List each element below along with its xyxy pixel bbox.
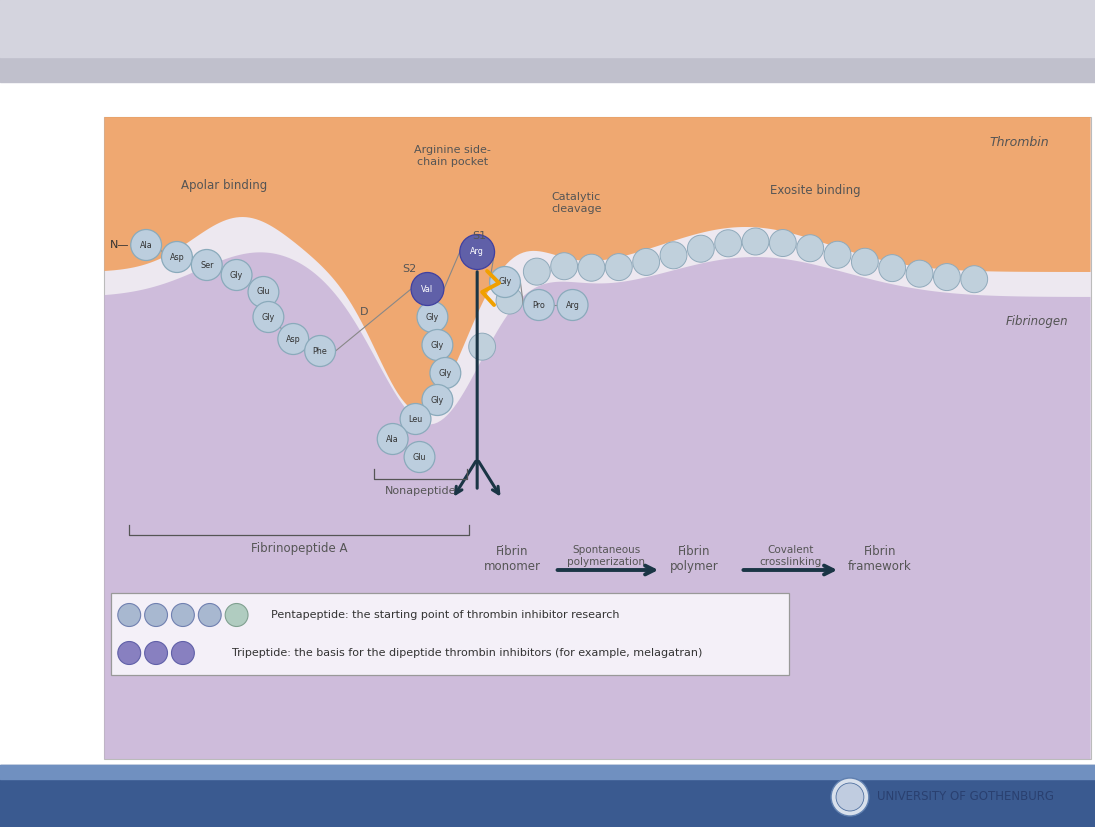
Text: Gly: Gly — [431, 395, 444, 404]
Text: Gly: Gly — [498, 278, 511, 286]
Circle shape — [831, 778, 868, 816]
Circle shape — [118, 604, 141, 627]
Text: Phe: Phe — [313, 347, 327, 356]
Text: Fibrin
polymer: Fibrin polymer — [670, 545, 719, 573]
Circle shape — [222, 260, 252, 290]
Circle shape — [558, 289, 588, 321]
Circle shape — [144, 642, 168, 665]
Polygon shape — [105, 117, 1091, 411]
Text: Fibrinogen: Fibrinogen — [1006, 315, 1069, 328]
Text: Gly: Gly — [230, 270, 244, 280]
Text: Pentapeptide: the starting point of thrombin inhibitor research: Pentapeptide: the starting point of thro… — [271, 610, 620, 620]
Circle shape — [400, 404, 431, 434]
Text: Glu: Glu — [413, 452, 426, 461]
Polygon shape — [105, 252, 1091, 759]
Text: Apolar binding: Apolar binding — [181, 179, 267, 192]
Text: Gly: Gly — [431, 341, 444, 350]
Circle shape — [933, 264, 960, 290]
Text: Asp: Asp — [285, 334, 301, 343]
Bar — [0, 765, 1095, 827]
Circle shape — [417, 302, 447, 332]
Circle shape — [551, 253, 577, 280]
Circle shape — [404, 442, 435, 472]
Circle shape — [660, 241, 687, 269]
Circle shape — [198, 604, 222, 627]
Text: S1: S1 — [472, 231, 486, 241]
Text: Fibrin
framework: Fibrin framework — [847, 545, 911, 573]
Text: N—: N— — [110, 240, 129, 250]
Text: Arginine side-
chain pocket: Arginine side- chain pocket — [414, 145, 490, 167]
FancyBboxPatch shape — [111, 593, 789, 675]
Circle shape — [172, 604, 194, 627]
Circle shape — [144, 604, 168, 627]
Circle shape — [430, 357, 461, 389]
Text: S2: S2 — [402, 264, 417, 274]
Text: Pro: Pro — [532, 300, 545, 309]
Text: D: D — [360, 307, 368, 317]
Circle shape — [411, 273, 444, 305]
Text: Nonapeptide: Nonapeptide — [385, 486, 456, 496]
Text: Val: Val — [421, 284, 433, 294]
Text: Gly: Gly — [425, 313, 439, 322]
Text: Fibrinopeptide A: Fibrinopeptide A — [251, 542, 347, 555]
Bar — [105, 117, 1091, 759]
Text: Asp: Asp — [170, 252, 184, 261]
Bar — [0, 0, 1095, 82]
Circle shape — [605, 254, 633, 280]
Circle shape — [633, 248, 660, 275]
Circle shape — [489, 266, 520, 298]
Circle shape — [824, 241, 851, 268]
Text: Ser: Ser — [201, 261, 214, 270]
Text: Fibrin
monomer: Fibrin monomer — [484, 545, 540, 573]
Circle shape — [422, 329, 453, 361]
Text: Gly: Gly — [262, 313, 276, 322]
Circle shape — [579, 254, 605, 281]
Text: Arg: Arg — [565, 300, 580, 309]
Bar — [0, 765, 1095, 779]
Text: Catalytic
cleavage: Catalytic cleavage — [552, 192, 602, 214]
Circle shape — [460, 235, 495, 270]
Circle shape — [377, 423, 408, 455]
Circle shape — [172, 642, 194, 665]
Circle shape — [878, 255, 906, 282]
Circle shape — [192, 250, 223, 280]
Circle shape — [961, 265, 987, 293]
Text: Ala: Ala — [140, 241, 152, 250]
Text: Glu: Glu — [257, 288, 270, 297]
Circle shape — [688, 235, 714, 262]
Text: Tripeptide: the basis for the dipeptide thrombin inhibitors (for example, melaga: Tripeptide: the basis for the dipeptide … — [231, 648, 702, 658]
Circle shape — [523, 289, 554, 321]
Circle shape — [304, 336, 335, 366]
Circle shape — [797, 235, 823, 261]
Circle shape — [769, 230, 797, 256]
Bar — [0, 0, 1095, 57]
Text: Ala: Ala — [387, 434, 399, 443]
Text: Arg: Arg — [471, 247, 484, 256]
Text: Leu: Leu — [409, 414, 423, 423]
Text: Thrombin: Thrombin — [990, 136, 1049, 149]
Circle shape — [852, 248, 878, 275]
Circle shape — [906, 261, 933, 287]
Circle shape — [836, 783, 864, 811]
Text: Covalent
crosslinking: Covalent crosslinking — [759, 545, 821, 566]
Circle shape — [496, 287, 522, 314]
Circle shape — [248, 276, 279, 308]
Text: Gly: Gly — [439, 369, 452, 377]
Circle shape — [422, 385, 453, 415]
Circle shape — [162, 241, 193, 273]
Circle shape — [253, 302, 284, 332]
Circle shape — [131, 230, 162, 261]
Circle shape — [742, 228, 769, 255]
Text: Spontaneous
polymerization: Spontaneous polymerization — [568, 545, 646, 566]
Circle shape — [715, 230, 742, 257]
Circle shape — [118, 642, 141, 665]
Circle shape — [278, 323, 309, 355]
Text: Exosite binding: Exosite binding — [770, 184, 861, 197]
Circle shape — [523, 258, 550, 285]
Circle shape — [225, 604, 248, 627]
Circle shape — [468, 333, 496, 361]
Text: UNIVERSITY OF GOTHENBURG: UNIVERSITY OF GOTHENBURG — [877, 791, 1054, 804]
